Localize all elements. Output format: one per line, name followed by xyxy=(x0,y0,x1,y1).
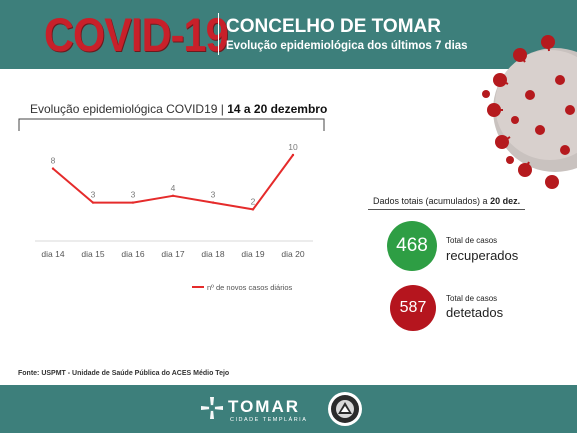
x-tick-label: dia 15 xyxy=(81,249,104,259)
data-label: 3 xyxy=(211,190,216,200)
totals-label-text: Dados totais (acumulados) a xyxy=(373,196,488,206)
civil-protection-seal-icon xyxy=(328,392,362,426)
data-point xyxy=(211,201,215,204)
tomar-logo-subtitle: CIDADE TEMPLÁRIA xyxy=(230,417,308,423)
data-label: 2 xyxy=(251,196,256,206)
data-label: 8 xyxy=(51,156,56,166)
data-point xyxy=(91,201,95,204)
data-point xyxy=(171,194,175,197)
header-divider xyxy=(218,13,219,55)
legend-label: nº de novos casos diários xyxy=(207,283,293,292)
data-point xyxy=(251,208,255,211)
chart-title: Evolução epidemiológica COVID19 | 14 a 2… xyxy=(30,102,327,116)
x-tick-label: dia 20 xyxy=(281,249,304,259)
detected-caption-small: Total de casos xyxy=(446,294,498,303)
data-label: 4 xyxy=(171,183,176,193)
x-tick-label: dia 18 xyxy=(201,249,224,259)
totals-label: Dados totais (acumulados) a 20 dez. xyxy=(373,196,520,206)
data-label: 10 xyxy=(288,142,298,152)
header-subtitle: Evolução epidemiológica dos últimos 7 di… xyxy=(226,40,468,52)
data-label: 3 xyxy=(131,190,136,200)
x-tick-label: dia 14 xyxy=(41,249,64,259)
footer-band xyxy=(0,385,577,433)
x-tick-label: dia 17 xyxy=(161,249,184,259)
line-chart: 8 dia 14 3 dia 15 3 dia 16 4 dia 17 3 dia 18 2 dia … xyxy=(18,118,325,292)
detected-count-badge: 587 xyxy=(390,285,436,331)
totals-divider xyxy=(368,209,525,210)
data-point xyxy=(291,153,295,157)
source-note: Fonte: USPMT - Unidade de Saúde Pública … xyxy=(18,370,230,377)
recovered-caption-small: Total de casos xyxy=(446,236,498,245)
data-point xyxy=(51,167,55,170)
recovered-count-badge: 468 xyxy=(387,221,437,271)
data-point xyxy=(131,201,135,204)
totals-label-date: 20 dez. xyxy=(490,196,521,206)
detected-caption: detetados xyxy=(446,305,504,320)
header-band xyxy=(0,0,577,69)
x-tick-label: dia 19 xyxy=(241,249,264,259)
tomar-logo-word: TOMAR xyxy=(228,397,301,416)
chart-title-range: 14 a 20 dezembro xyxy=(227,102,328,116)
data-label: 3 xyxy=(91,190,96,200)
chart-title-text: Evolução epidemiológica COVID19 | xyxy=(30,102,224,116)
chart-frame xyxy=(18,118,325,131)
recovered-caption: recuperados xyxy=(446,248,519,263)
covid-title: COVID-19 xyxy=(44,8,229,61)
coronavirus-illustration xyxy=(482,35,577,189)
templar-cross-icon xyxy=(201,397,223,419)
x-tick-label: dia 16 xyxy=(121,249,144,259)
header-title: CONCELHO DE TOMAR xyxy=(226,16,441,37)
